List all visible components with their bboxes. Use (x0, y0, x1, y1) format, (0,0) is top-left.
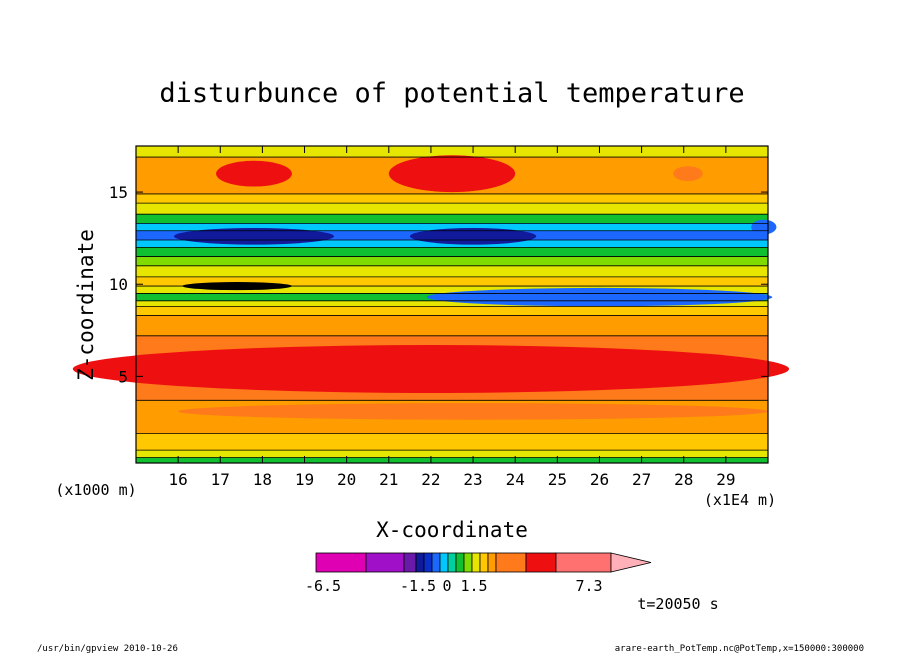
colorbar-segment (495, 552, 527, 573)
contour-band (136, 457, 768, 463)
contour-band (136, 276, 768, 287)
colorbar-segment (555, 552, 612, 573)
colorbar-segment (525, 552, 557, 573)
x-tick-label: 27 (632, 470, 651, 489)
footer-right: arare-earth_PotTemp.nc@PotTemp,x=150000:… (615, 644, 864, 654)
chart-title: disturbunce of potential temperature (159, 78, 744, 109)
colorbar-segment (471, 552, 481, 573)
contour-band (136, 223, 768, 231)
colorbar-segment (365, 552, 405, 573)
colorbar-label: -6.5 (305, 577, 341, 595)
colorbar-arrow (610, 552, 652, 573)
x-tick-label: 17 (211, 470, 230, 489)
footer-left: /usr/bin/gpview 2010-10-26 (37, 644, 178, 654)
x-unit-label: (x1E4 m) (704, 491, 776, 509)
plot-area (72, 146, 790, 464)
colorbar-segment (455, 552, 465, 573)
contour-blob (751, 219, 777, 235)
contour-blob (178, 403, 768, 420)
y-unit-label: (x1000 m) (55, 481, 136, 499)
time-label: t=20050 s (637, 595, 718, 613)
x-tick-label: 24 (506, 470, 525, 489)
contour-band (136, 247, 768, 257)
contour-blob (388, 155, 516, 193)
colorbar: -6.5 -1.5 0 1.5 7.3 (305, 552, 652, 595)
x-tick-label: 19 (295, 470, 314, 489)
contour-band (136, 193, 768, 204)
contour-blob (426, 287, 773, 307)
x-tick-label: 21 (379, 470, 398, 489)
contour-band (136, 300, 768, 307)
plot-frame (135, 145, 769, 464)
y-tick-label: 10 (109, 275, 128, 294)
x-tick-label: 20 (337, 470, 356, 489)
colorbar-segment (423, 552, 433, 573)
colorbar-segment (479, 552, 489, 573)
x-tick-label: 22 (421, 470, 440, 489)
contour-blob (216, 160, 292, 187)
contour-band (136, 265, 768, 277)
colorbar-segment (315, 552, 367, 573)
y-axis-label: Z-coordinate (74, 229, 98, 381)
x-tick-label: 18 (253, 470, 272, 489)
x-axis-label: X-coordinate (376, 518, 528, 542)
y-tick-label: 15 (109, 183, 128, 202)
colorbar-label: 0 (442, 577, 451, 595)
colorbar-segment (439, 552, 449, 573)
colorbar-segment (447, 552, 457, 573)
colorbar-label: 1.5 (460, 577, 487, 595)
y-tick-label: 5 (118, 367, 128, 386)
contour-blob (173, 228, 335, 245)
y-axis: 5 10 15 (109, 183, 768, 386)
contour-band (136, 286, 768, 294)
x-tick-label: 26 (590, 470, 609, 489)
colorbar-segment (431, 552, 441, 573)
x-tick-label: 25 (548, 470, 567, 489)
contour-blob (409, 228, 537, 245)
colorbar-segment (415, 552, 425, 573)
contour-band (136, 450, 768, 458)
x-tick-label: 29 (716, 470, 735, 489)
x-tick-label: 16 (169, 470, 188, 489)
x-axis: 16 17 18 19 20 21 22 23 24 25 26 27 28 29 (169, 146, 735, 489)
colorbar-segment (403, 552, 417, 573)
contour-blob (72, 345, 790, 393)
colorbar-segment (487, 552, 497, 573)
contour-band (136, 306, 768, 316)
contour-band (136, 203, 768, 215)
contour-band (136, 214, 768, 224)
x-tick-label: 28 (674, 470, 693, 489)
colorbar-segment (463, 552, 473, 573)
contour-band (136, 146, 768, 158)
colorbar-label: 7.3 (575, 577, 602, 595)
colorbar-label: -1.5 (400, 577, 436, 595)
contour-band (136, 315, 768, 336)
contour-blob (673, 166, 703, 182)
contour-band (136, 256, 768, 266)
x-tick-label: 23 (463, 470, 482, 489)
contour-band (136, 433, 768, 451)
